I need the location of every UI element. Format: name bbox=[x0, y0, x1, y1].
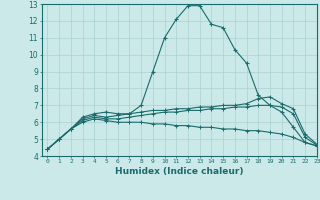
X-axis label: Humidex (Indice chaleur): Humidex (Indice chaleur) bbox=[115, 167, 244, 176]
